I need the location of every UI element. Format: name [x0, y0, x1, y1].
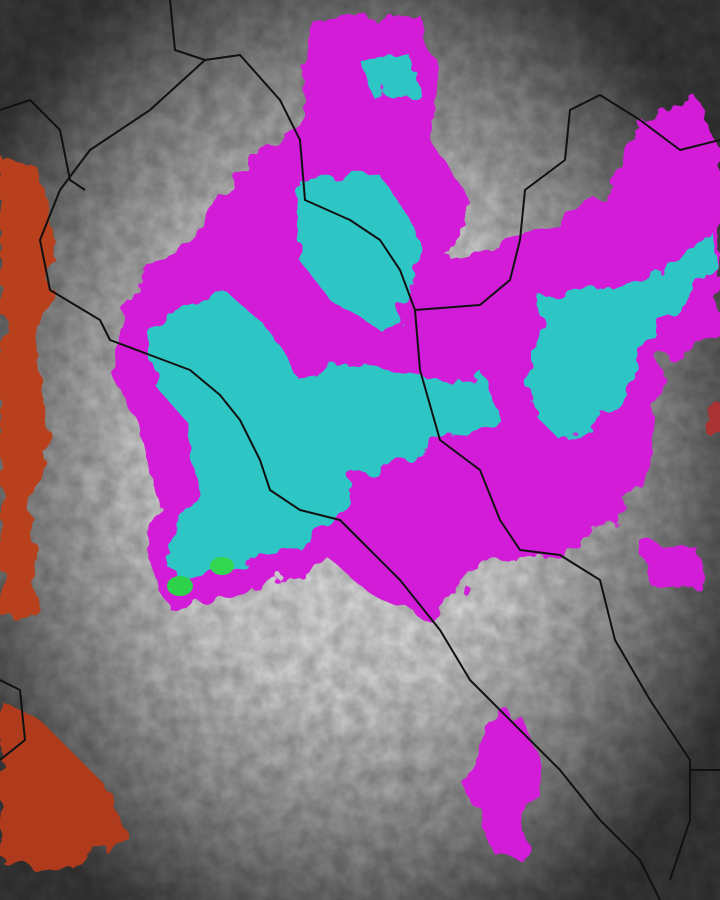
green-core [210, 557, 234, 575]
border-line [169, 0, 691, 881]
green-core [167, 576, 193, 596]
border-line [414, 94, 720, 311]
warm-region [0, 160, 55, 620]
warm-region [0, 700, 130, 870]
magenta-cloud [470, 715, 540, 860]
cyan-cloud [150, 295, 500, 585]
cold-patches [0, 160, 720, 870]
warm-region [703, 402, 720, 438]
border-line [0, 99, 86, 191]
magenta-cloud [640, 540, 700, 590]
cyan-cloud [530, 230, 720, 440]
border-line [0, 679, 26, 761]
cyan-cloud [300, 175, 420, 330]
cyan-cloud [360, 55, 415, 95]
coastline [39, 59, 661, 900]
